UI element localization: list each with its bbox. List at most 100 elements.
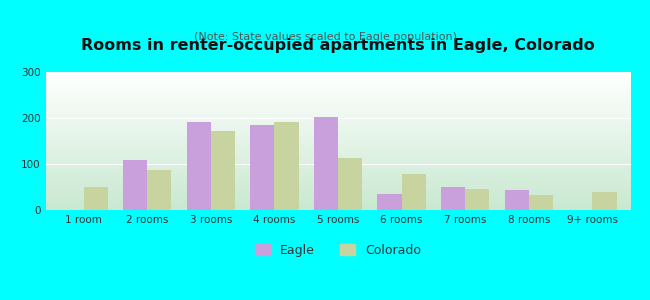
Bar — [46, 82, 630, 83]
Bar — [46, 200, 630, 201]
Bar — [46, 179, 630, 180]
Bar — [46, 84, 630, 85]
Bar — [46, 104, 630, 105]
Bar — [46, 130, 630, 131]
Bar — [46, 149, 630, 150]
Bar — [46, 156, 630, 157]
Bar — [402, 174, 426, 210]
Bar — [148, 169, 172, 210]
Bar — [46, 93, 630, 94]
Bar — [46, 158, 630, 159]
Bar — [46, 91, 630, 92]
Bar — [46, 202, 630, 203]
Bar — [46, 181, 630, 182]
Bar — [46, 140, 630, 141]
Bar — [46, 180, 630, 181]
Bar — [46, 188, 630, 189]
Bar — [46, 178, 630, 179]
Bar — [46, 169, 630, 170]
Bar — [46, 75, 630, 76]
Bar — [46, 89, 630, 90]
Bar — [46, 101, 630, 102]
Bar — [504, 190, 528, 210]
Bar — [46, 100, 630, 101]
Bar — [465, 189, 489, 210]
Bar — [46, 97, 630, 98]
Bar — [314, 117, 338, 210]
Bar — [46, 185, 630, 186]
Bar — [46, 160, 630, 161]
Bar — [46, 73, 630, 74]
Bar — [46, 209, 630, 210]
Bar — [46, 154, 630, 155]
Bar — [46, 133, 630, 134]
Bar — [46, 127, 630, 128]
Bar — [187, 122, 211, 210]
Bar — [46, 145, 630, 146]
Bar — [46, 146, 630, 147]
Bar — [46, 96, 630, 97]
Bar — [46, 72, 630, 73]
Bar — [46, 103, 630, 104]
Bar — [46, 190, 630, 191]
Bar — [46, 87, 630, 88]
Bar — [46, 135, 630, 136]
Bar — [46, 85, 630, 86]
Bar — [46, 79, 630, 80]
Bar — [46, 151, 630, 152]
Bar — [46, 120, 630, 121]
Bar — [46, 193, 630, 194]
Bar — [46, 142, 630, 143]
Bar — [46, 196, 630, 197]
Bar — [46, 201, 630, 202]
Bar — [46, 92, 630, 93]
Bar — [46, 80, 630, 81]
Bar — [46, 168, 630, 169]
Bar — [84, 187, 108, 210]
Bar — [46, 112, 630, 113]
Bar — [46, 164, 630, 165]
Bar — [46, 139, 630, 140]
Bar — [441, 187, 465, 210]
Bar — [46, 126, 630, 127]
Bar — [46, 125, 630, 126]
Bar — [46, 78, 630, 79]
Bar — [46, 95, 630, 96]
Text: (Note: State values scaled to Eagle population): (Note: State values scaled to Eagle popu… — [194, 32, 456, 41]
Bar — [46, 114, 630, 115]
Bar — [46, 110, 630, 111]
Bar — [46, 177, 630, 178]
Bar — [46, 174, 630, 175]
Bar — [46, 77, 630, 78]
Bar — [46, 208, 630, 209]
Bar — [46, 81, 630, 82]
Title: Rooms in renter-occupied apartments in Eagle, Colorado: Rooms in renter-occupied apartments in E… — [81, 38, 595, 53]
Bar — [46, 137, 630, 138]
Bar — [46, 99, 630, 100]
Bar — [592, 192, 616, 210]
Bar — [46, 131, 630, 132]
Legend: Eagle, Colorado: Eagle, Colorado — [250, 239, 426, 262]
Bar — [46, 192, 630, 193]
Bar — [46, 147, 630, 148]
Bar — [46, 176, 630, 177]
Bar — [46, 143, 630, 144]
Bar — [46, 123, 630, 124]
Bar — [46, 122, 630, 123]
Bar — [46, 113, 630, 114]
Bar — [46, 83, 630, 84]
Bar — [46, 157, 630, 158]
Bar — [46, 202, 630, 203]
Bar — [46, 172, 630, 173]
Bar — [46, 159, 630, 160]
Bar — [46, 94, 630, 95]
Bar — [46, 76, 630, 77]
Bar — [46, 207, 630, 208]
Bar — [46, 167, 630, 168]
Bar — [46, 150, 630, 151]
Bar — [211, 131, 235, 210]
Bar — [46, 108, 630, 109]
Bar — [46, 186, 630, 187]
Bar — [378, 194, 402, 210]
Bar — [46, 88, 630, 89]
